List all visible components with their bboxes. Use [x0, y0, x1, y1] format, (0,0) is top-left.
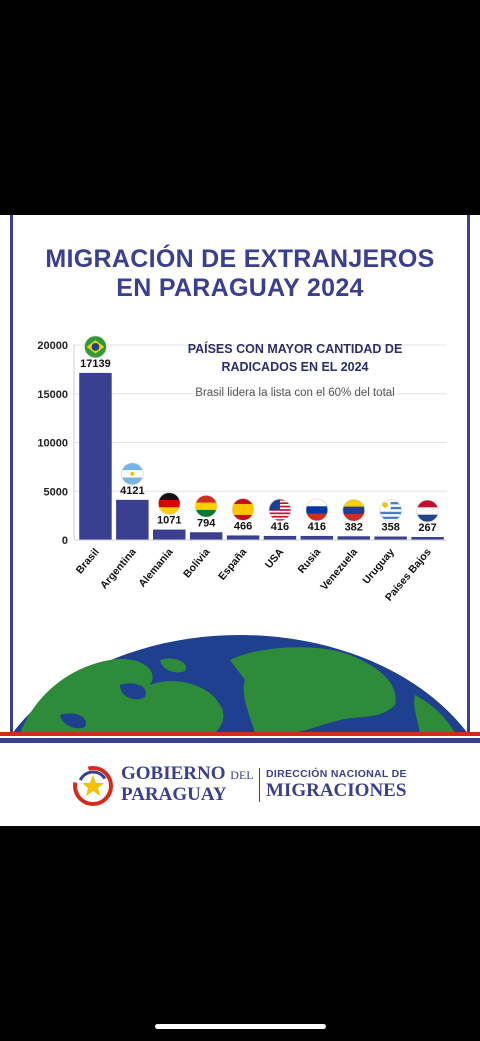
value-label: 4121 [120, 485, 144, 497]
paraguay-seal-icon [73, 766, 113, 806]
title-line-2: EN PARAGUAY 2024 [116, 274, 364, 302]
bolivia-flag-icon [195, 495, 218, 518]
uruguay-flag-icon [379, 499, 402, 522]
subtitle-line-1: PAÍSES CON MAYOR CANTIDAD DE [187, 342, 403, 356]
home-indicator[interactable] [155, 1024, 326, 1029]
value-label: 794 [197, 517, 216, 529]
migraciones-logo: DIRECCIÓN NACIONAL DE MIGRACIONES [266, 768, 407, 802]
value-label: 17139 [80, 358, 111, 370]
brazil-flag-icon [84, 335, 107, 358]
flag-outline [231, 498, 255, 521]
bar-venezuela [337, 536, 370, 540]
infographic-card: MIGRACIÓN DE EXTRANJEROS EN PARAGUAY 202… [0, 215, 480, 826]
title-line-1: MIGRACIÓN DE EXTRANJEROS [45, 245, 435, 273]
page-title: MIGRACIÓN DE EXTRANJEROS EN PARAGUAY 202… [0, 245, 480, 303]
value-label: 358 [381, 522, 399, 534]
logo-paraguay: PARAGUAY [121, 784, 227, 805]
argentina-flag-icon [121, 462, 144, 485]
logo-divider [259, 768, 260, 802]
flag-outline [157, 492, 181, 515]
logo-direccion: DIRECCIÓN NACIONAL DE [266, 768, 407, 780]
value-label: 416 [308, 521, 326, 533]
bar-argentina [116, 499, 149, 540]
logo-gobierno: GOBIERNO [121, 763, 226, 784]
bar-bolivia [189, 532, 223, 540]
y-tick-label: 15000 [37, 389, 68, 401]
gobierno-del-paraguay-logo: GOBIERNO DEL PARAGUAY [121, 764, 254, 805]
spain-flag-icon [232, 498, 255, 521]
chart-note: Brasil lidera la lista con el 60% del to… [195, 387, 395, 399]
logo-del: DEL [230, 768, 254, 782]
value-label: 267 [418, 522, 436, 534]
bar-usa [263, 535, 297, 540]
bar-chart: 0500010000150002000017139Brasil4121Argen… [37, 335, 447, 604]
flag-outline [194, 494, 218, 518]
flag-outline [342, 498, 366, 522]
usa-flag-icon [268, 498, 291, 521]
subtitle-line-2: RADICADOS EN EL 2024 [221, 360, 369, 374]
netherlands-flag-icon [416, 500, 439, 522]
flag-outline [84, 335, 107, 359]
flag-outline [268, 498, 292, 522]
bar-alemania [153, 529, 186, 540]
y-tick-label: 5000 [44, 486, 68, 498]
right-frame-line [467, 215, 470, 735]
chart-subtitle: PAÍSES CON MAYOR CANTIDAD DE RADICADOS E… [160, 340, 430, 376]
germany-flag-icon [158, 492, 181, 515]
y-tick-label: 20000 [37, 340, 68, 352]
globe-illustration [0, 635, 480, 743]
russia-flag-icon [305, 498, 328, 521]
value-label: 466 [234, 520, 252, 532]
flag-outline [379, 499, 403, 522]
value-label: 416 [271, 521, 289, 533]
venezuela-flag-icon [342, 499, 365, 522]
bar-españa [226, 535, 260, 540]
flag-outline [305, 498, 329, 522]
bar-países-bajos [411, 537, 444, 540]
logo-migraciones: MIGRACIONES [266, 780, 407, 801]
bar-rusia [300, 535, 334, 540]
bar-brasil [79, 372, 112, 540]
left-frame-line [10, 215, 13, 735]
bar-uruguay [374, 536, 407, 540]
flag-outline [120, 462, 144, 486]
y-tick-label: 10000 [37, 438, 68, 450]
y-tick-label: 0 [62, 535, 68, 547]
flag-outline [416, 499, 439, 523]
value-label: 382 [345, 521, 363, 533]
value-label: 1071 [157, 515, 181, 527]
